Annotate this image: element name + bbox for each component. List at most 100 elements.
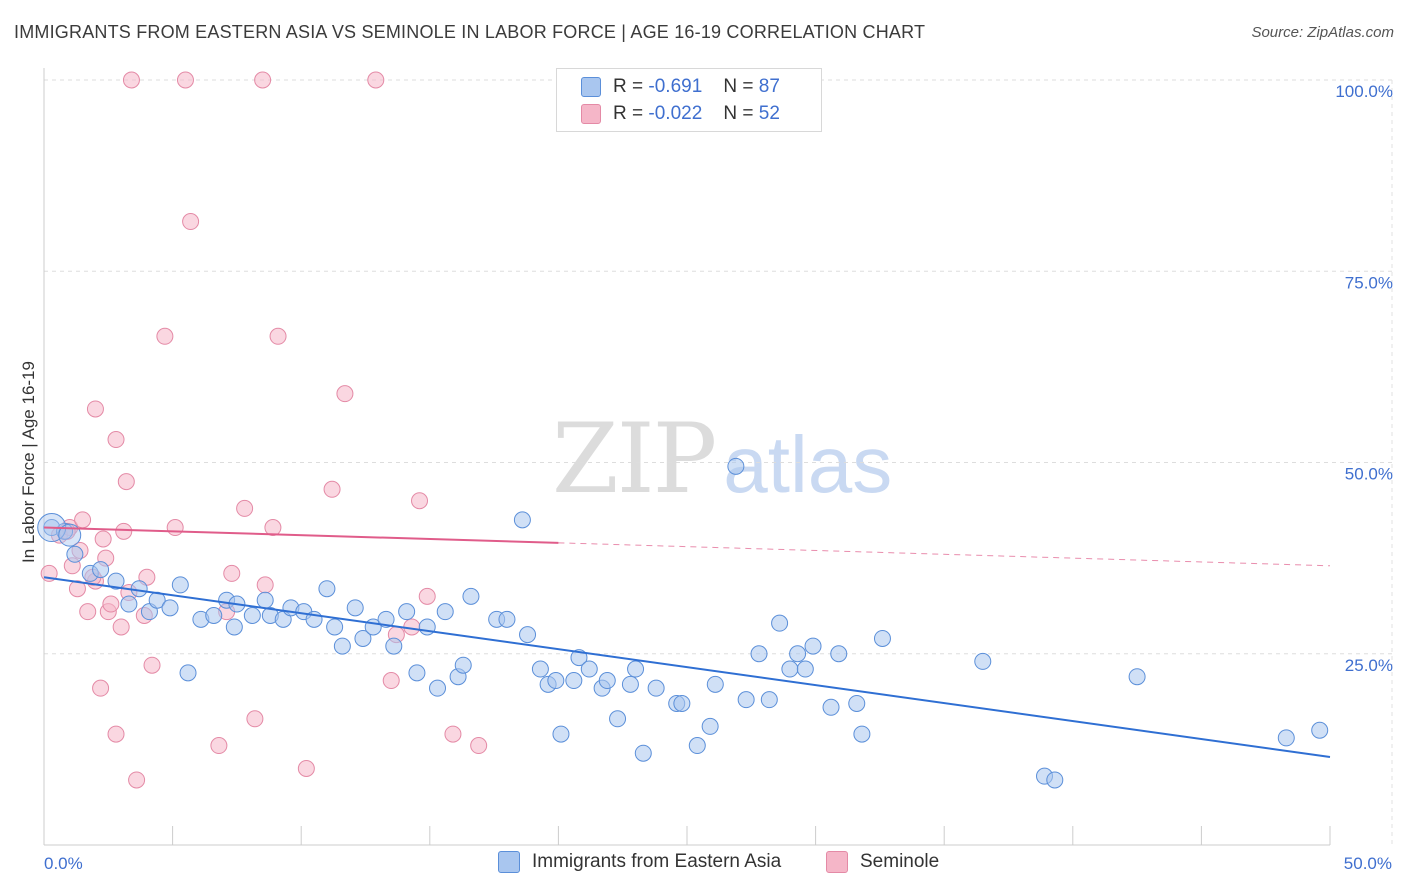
seminole-point bbox=[236, 499, 254, 517]
eastern-asia-point bbox=[161, 599, 179, 617]
eastern-asia-point bbox=[462, 587, 480, 605]
seminole-point bbox=[117, 473, 135, 491]
seminole-trend-line-dashed bbox=[558, 542, 1331, 567]
seminole-point bbox=[210, 737, 228, 755]
seminole-point bbox=[74, 511, 92, 529]
eastern-asia-point bbox=[377, 610, 395, 628]
seminole-point bbox=[107, 431, 125, 449]
seminole-point bbox=[94, 530, 112, 548]
eastern-asia-point bbox=[701, 717, 719, 735]
legend-row-eastern-asia: R = -0.691 N = 87 bbox=[581, 74, 780, 100]
legend-n-label: N = bbox=[723, 76, 754, 97]
eastern-asia-point bbox=[1128, 668, 1146, 686]
seminole-point bbox=[143, 656, 161, 674]
eastern-asia-point bbox=[58, 523, 82, 547]
legend-r-label: R = bbox=[613, 103, 644, 124]
seminole-point bbox=[122, 71, 140, 89]
seminole-point bbox=[68, 580, 86, 598]
eastern-asia-point bbox=[519, 626, 537, 644]
seminole-point bbox=[166, 519, 184, 537]
seminole-point bbox=[254, 71, 272, 89]
seminole-point bbox=[112, 618, 130, 636]
eastern-asia-point bbox=[436, 603, 454, 621]
eastern-asia-point bbox=[565, 672, 583, 690]
series-legend: Immigrants from Eastern Asia Seminole bbox=[0, 851, 1406, 877]
series-swatch-pink bbox=[826, 851, 848, 873]
eastern-asia-point bbox=[706, 675, 724, 693]
seminole-point bbox=[336, 385, 354, 403]
eastern-asia-point bbox=[822, 698, 840, 716]
eastern-asia-point bbox=[830, 645, 848, 663]
eastern-asia-point bbox=[853, 725, 871, 743]
eastern-asia-point bbox=[781, 660, 799, 678]
eastern-asia-point bbox=[760, 691, 778, 709]
eastern-asia-point bbox=[130, 580, 148, 598]
axes bbox=[43, 68, 1331, 846]
eastern-asia-point bbox=[120, 595, 138, 613]
eastern-asia-point bbox=[547, 672, 565, 690]
eastern-asia-point bbox=[974, 652, 992, 670]
seminole-point bbox=[79, 603, 97, 621]
eastern-asia-point bbox=[634, 744, 652, 762]
seminole-point bbox=[264, 519, 282, 537]
eastern-asia-point bbox=[1046, 771, 1064, 789]
eastern-asia-point bbox=[205, 607, 223, 624]
legend-row-seminole: R = -0.022 N = 52 bbox=[581, 101, 780, 127]
eastern-asia-point bbox=[737, 691, 755, 709]
series-legend-seminole: Seminole bbox=[826, 851, 939, 873]
eastern-asia-trend-line bbox=[43, 576, 1331, 759]
legend-r-value: -0.691 bbox=[648, 76, 703, 97]
eastern-asia-point bbox=[398, 603, 416, 621]
eastern-asia-point bbox=[179, 664, 197, 682]
legend-swatch-blue bbox=[581, 77, 601, 97]
eastern-asia-point bbox=[771, 614, 789, 632]
eastern-asia-point bbox=[796, 660, 814, 678]
legend-n-value: 52 bbox=[758, 103, 780, 124]
legend-r-label: R = bbox=[613, 76, 644, 97]
seminole-point bbox=[367, 71, 385, 89]
eastern-asia-point bbox=[454, 656, 472, 674]
seminole-point bbox=[297, 760, 315, 777]
y-tick-label: 50.0% bbox=[1345, 465, 1393, 484]
seminole-point bbox=[182, 213, 200, 231]
seminole-trend-line bbox=[43, 526, 559, 544]
eastern-asia-point bbox=[609, 710, 627, 728]
eastern-asia-point bbox=[621, 675, 639, 693]
y-tick-label: 100.0% bbox=[1335, 82, 1393, 101]
eastern-asia-point bbox=[92, 561, 110, 579]
eastern-asia-point bbox=[225, 618, 243, 636]
eastern-asia-point bbox=[107, 572, 125, 590]
seminole-point bbox=[115, 522, 133, 540]
eastern-asia-point bbox=[789, 645, 807, 663]
series-label: Seminole bbox=[860, 851, 940, 872]
seminole-point bbox=[444, 725, 462, 743]
seminole-point bbox=[176, 71, 194, 89]
eastern-asia-point bbox=[256, 591, 274, 609]
eastern-asia-points bbox=[37, 457, 1329, 789]
eastern-asia-point bbox=[385, 637, 403, 655]
eastern-asia-point bbox=[429, 679, 447, 697]
x-tick-label: 0.0% bbox=[44, 854, 83, 873]
eastern-asia-point bbox=[647, 679, 665, 697]
seminole-point bbox=[92, 679, 110, 697]
eastern-asia-point bbox=[243, 607, 261, 624]
eastern-asia-point bbox=[804, 637, 822, 655]
eastern-asia-point bbox=[498, 610, 516, 628]
legend-r-value: -0.022 bbox=[648, 103, 703, 124]
eastern-asia-point bbox=[318, 580, 336, 598]
series-label: Immigrants from Eastern Asia bbox=[532, 851, 782, 872]
x-tick-label: 50.0% bbox=[1344, 854, 1392, 873]
seminole-point bbox=[246, 710, 264, 728]
eastern-asia-point bbox=[673, 694, 691, 712]
seminole-point bbox=[86, 400, 104, 418]
legend-n-value: 87 bbox=[758, 76, 780, 97]
eastern-asia-point bbox=[1277, 729, 1295, 747]
seminole-point bbox=[382, 672, 400, 690]
eastern-asia-point bbox=[750, 645, 768, 663]
y-tick-labels: 25.0% 50.0% 75.0% 100.0% bbox=[1335, 82, 1393, 675]
series-legend-eastern-asia: Immigrants from Eastern Asia bbox=[498, 851, 781, 873]
eastern-asia-point bbox=[688, 737, 706, 755]
chart-title: IMMIGRANTS FROM EASTERN ASIA VS SEMINOLE… bbox=[14, 22, 926, 42]
eastern-asia-point bbox=[580, 660, 598, 678]
